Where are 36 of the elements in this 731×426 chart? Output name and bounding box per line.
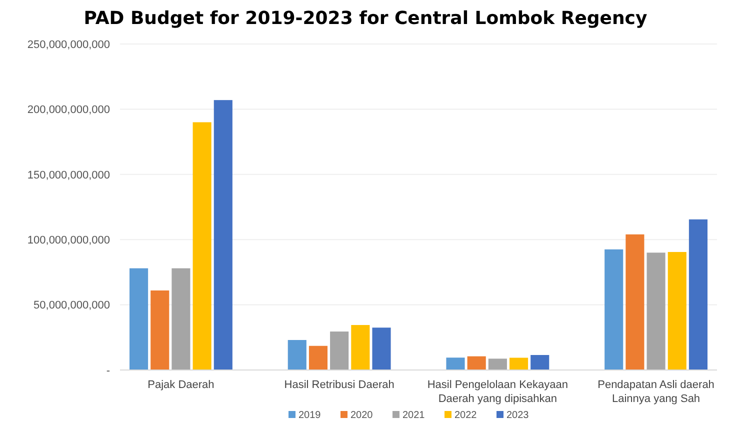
- bar: [530, 355, 550, 370]
- y-tick-label: 50,000,000,000: [34, 300, 110, 312]
- legend-label: 2022: [454, 410, 478, 421]
- bar: [130, 268, 148, 370]
- bar: [330, 332, 349, 370]
- bar: [688, 219, 708, 370]
- bar: [446, 358, 465, 370]
- x-tick-label: Hasil Pengelolaan Kekayaan Daerah yang dipisahkan: [427, 379, 568, 405]
- y-tick-label: 100,000,000,000: [27, 234, 110, 246]
- chart-title: PAD Budget for 2019-2023 for Central Lombok Regency: [84, 8, 648, 29]
- bar: [150, 290, 170, 370]
- legend-label: 2019: [298, 410, 322, 421]
- x-tick-label: Pajak Daerah: [148, 379, 214, 391]
- bar: [172, 268, 190, 370]
- bar: [646, 252, 666, 370]
- bar: [509, 358, 528, 370]
- y-tick-label: 200,000,000,000: [27, 104, 110, 116]
- legend-label: 2023: [506, 410, 530, 421]
- bar: [351, 325, 370, 370]
- bar: [308, 346, 328, 370]
- x-tick-label: Hasil Retribusi Daerah: [284, 379, 394, 391]
- bar: [668, 252, 686, 370]
- bar: [488, 358, 507, 370]
- x-tick-label: Pendapatan Asli daerah Lainnya yang Sah: [598, 379, 714, 405]
- y-tick-label: 250,000,000,000: [27, 38, 110, 51]
- bar: [192, 122, 212, 370]
- legend-label: 2021: [402, 410, 426, 421]
- bar: [626, 234, 644, 370]
- bar: [467, 356, 486, 370]
- bar: [604, 249, 624, 370]
- bar: [372, 328, 391, 370]
- legend-label: 2020: [350, 410, 374, 421]
- bar: [288, 340, 306, 370]
- bar: [214, 100, 232, 370]
- y-tick-label: 150,000,000,000: [27, 169, 110, 182]
- y-tick-label: -: [106, 364, 110, 377]
